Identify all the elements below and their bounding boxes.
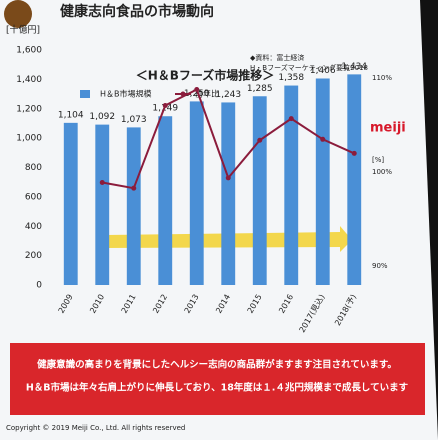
value-label: 1,250: [184, 89, 210, 99]
bar: [221, 102, 236, 285]
line-point: [257, 137, 263, 143]
value-label: 1,149: [152, 104, 178, 114]
line-point: [351, 150, 357, 156]
message-line: 健康意識の高まりを背景にしたヘルシー志向の商品群がますます注目されています。: [37, 359, 397, 371]
y2-unit: [%]: [372, 156, 384, 164]
y2-tick-label: 100%: [372, 168, 392, 176]
y-tick-label: 1,400: [16, 75, 42, 85]
bar: [126, 127, 141, 285]
y-tick-label: 200: [25, 251, 42, 261]
logo: meiji: [370, 121, 406, 136]
bar: [158, 116, 173, 285]
line-point: [320, 136, 326, 142]
value-label: 1,243: [215, 90, 241, 100]
value-label: 1,434: [341, 62, 367, 72]
y-tick-label: 800: [25, 163, 42, 173]
line-point: [194, 86, 200, 92]
line-point: [288, 116, 294, 122]
legend-label: 前年比: [195, 89, 219, 99]
line-point: [225, 175, 231, 181]
y-tick-label: 1,000: [16, 134, 42, 144]
y2-tick-label: 90%: [372, 262, 388, 270]
bar: [189, 101, 204, 285]
source-book: H・Bフーズマーケティング要覧2018: [250, 63, 368, 72]
value-label: 1,358: [278, 73, 304, 83]
bar: [95, 124, 110, 285]
value-label: 1,406: [310, 66, 336, 76]
y-tick-label: 600: [25, 192, 42, 202]
line-point: [131, 185, 137, 191]
y-tick-label: 0: [36, 281, 42, 291]
bar: [347, 74, 362, 285]
legend-label: H＆B市場規模: [100, 89, 152, 99]
legend-swatch: [80, 90, 90, 98]
bar: [252, 96, 267, 285]
logo-icon: [4, 0, 32, 28]
source: ◆資料：富士経済: [250, 53, 304, 62]
line-point: [99, 180, 105, 186]
y-tick-label: 1,200: [16, 104, 42, 114]
y2-tick-label: 110%: [372, 74, 392, 82]
value-label: 1,285: [247, 84, 273, 94]
y-tick-label: 400: [25, 222, 42, 232]
value-label: 1,104: [58, 110, 84, 120]
bar: [284, 85, 299, 285]
line-point: [162, 102, 168, 108]
value-label: 1,073: [121, 115, 147, 125]
message-box: [10, 343, 425, 415]
message-line: H＆B市場は年々右肩上がりに伸長しており、18年度は１.４兆円規模まで成長してい…: [26, 382, 409, 394]
y-tick-label: 1,600: [16, 46, 42, 56]
subtitle: ＜H＆Bフーズ市場推移＞: [136, 68, 275, 83]
title: 健康志向食品の市場動向: [60, 3, 214, 20]
copyright: Copyright © 2019 Meiji Co., Ltd. All rig…: [6, 424, 185, 432]
bar: [315, 78, 330, 286]
value-label: 1,092: [89, 112, 115, 122]
bar: [63, 122, 78, 285]
y-unit: [十億円]: [6, 24, 40, 36]
